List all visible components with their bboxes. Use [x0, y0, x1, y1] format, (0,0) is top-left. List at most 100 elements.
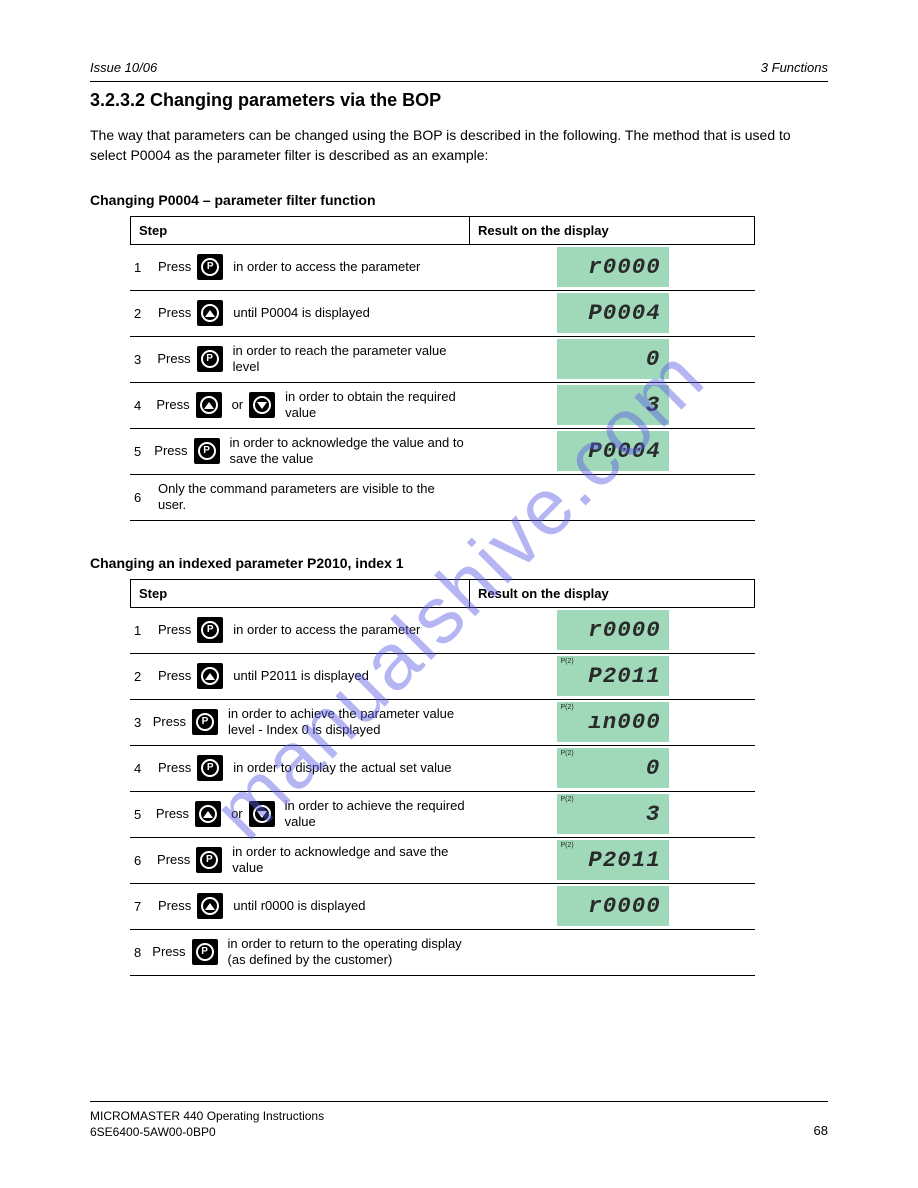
lcd-display: P(2)P2011	[557, 656, 669, 696]
lcd-superscript: P(2)	[561, 704, 574, 711]
step-text: Press	[154, 898, 191, 914]
p-button-icon: P	[197, 346, 223, 372]
example2-title: Changing an indexed parameter P2010, ind…	[90, 555, 828, 571]
up-button-icon	[197, 300, 223, 326]
example1-title: Changing P0004 – parameter filter functi…	[90, 192, 828, 208]
step-text: or	[227, 806, 243, 822]
p-button-icon: P	[192, 709, 218, 735]
p-button-icon: P	[192, 939, 218, 965]
step-text: Press	[154, 259, 191, 275]
step-number: 3	[134, 715, 143, 730]
table-row: 7 Press until r0000 is displayed r0000	[130, 884, 755, 930]
table-row: 6 Press Pin order to acknowledge and save …	[130, 838, 755, 884]
step-text: Press	[154, 622, 191, 638]
step-number: 4	[134, 761, 148, 776]
header-right: 3 Functions	[761, 60, 828, 75]
step-text: in order to reach the parameter value le…	[229, 343, 466, 376]
example1-table: Step Result on the display 1 Press Pin ord…	[130, 216, 755, 521]
step-text: in order to access the parameter	[229, 259, 420, 275]
col-result: Result on the display	[470, 580, 755, 607]
footer-line2: 6SE6400-5AW00-0BP0	[90, 1124, 324, 1140]
up-button-icon	[197, 893, 223, 919]
footer-line1: MICROMASTER 440 Operating Instructions	[90, 1108, 324, 1124]
step-text: in order to acknowledge and save the val…	[228, 844, 466, 877]
lcd-value: 3	[646, 393, 660, 418]
step-text: in order to return to the operating disp…	[224, 936, 466, 969]
col-step: Step	[130, 217, 470, 244]
lcd-value: r0000	[589, 894, 661, 919]
p-button-icon: P	[197, 254, 223, 280]
step-text: or	[228, 397, 244, 413]
step-number: 5	[134, 444, 144, 459]
table-row: 1 Press Pin order to access the parameter r…	[130, 608, 755, 654]
table-row: 2 Press until P2011 is displayed P(2)P2011	[130, 654, 755, 700]
step-number: 6	[134, 490, 148, 505]
lcd-display: P(2) ın000	[557, 702, 669, 742]
lcd-display: 0	[557, 339, 669, 379]
step-text: Press	[154, 760, 191, 776]
up-button-icon	[197, 663, 223, 689]
section-intro: The way that parameters can be changed u…	[90, 125, 828, 166]
step-number: 5	[134, 807, 146, 822]
step-text: until r0000 is displayed	[229, 898, 365, 914]
up-button-icon	[196, 392, 222, 418]
section-heading: 3.2.3.2 Changing parameters via the BOP	[90, 90, 828, 111]
step-text: in order to achieve the parameter value …	[224, 706, 466, 739]
lcd-superscript: P(2)	[561, 842, 574, 849]
step-text: Press	[153, 852, 190, 868]
step-number: 4	[134, 398, 146, 413]
lcd-display: P0004	[557, 431, 669, 471]
step-text: Press	[153, 351, 190, 367]
table-row: 6 Only the command parameters are visible…	[130, 475, 755, 521]
example2-table: Step Result on the display 1 Press Pin ord…	[130, 579, 755, 976]
lcd-superscript: P(2)	[561, 796, 574, 803]
lcd-display: P(2) 3	[557, 794, 669, 834]
step-text: Press	[154, 305, 191, 321]
table-row: 5 Press or in order to achieve the required…	[130, 792, 755, 838]
lcd-display: r0000	[557, 886, 669, 926]
p-button-icon: P	[197, 617, 223, 643]
step-text: in order to display the actual set value	[229, 760, 451, 776]
lcd-superscript: P(2)	[561, 658, 574, 665]
step-number: 8	[134, 945, 142, 960]
step-text: until P2011 is displayed	[229, 668, 369, 684]
up-button-icon	[195, 801, 221, 827]
p-button-icon: P	[194, 438, 220, 464]
p-button-icon: P	[197, 755, 223, 781]
table-row: 3PressPin order to reach the parameter v…	[130, 337, 755, 383]
step-text: Only the command parameters are visible …	[154, 481, 466, 514]
table-row: 4 Press Pin order to display the actual se…	[130, 746, 755, 792]
table-row: 3PressPin order to achieve the parameter…	[130, 700, 755, 746]
down-button-icon	[249, 392, 275, 418]
lcd-display: P0004	[557, 293, 669, 333]
step-number: 6	[134, 853, 147, 868]
lcd-display: 3	[557, 385, 669, 425]
lcd-display: P(2) P2011	[557, 840, 669, 880]
table-row: 1 Press Pin order to access the parameter r…	[130, 245, 755, 291]
col-step: Step	[130, 580, 470, 607]
lcd-display: r0000	[557, 247, 669, 287]
table-row: 2Pressuntil P0004 is displayedP0004	[130, 291, 755, 337]
step-text: Press	[154, 668, 191, 684]
step-number: 7	[134, 899, 148, 914]
down-button-icon	[249, 801, 275, 827]
step-text: in order to achieve the required value	[281, 798, 466, 831]
lcd-display: r0000	[557, 610, 669, 650]
lcd-value: 0	[646, 347, 660, 372]
step-number: 1	[134, 623, 148, 638]
lcd-value: 3	[646, 802, 660, 827]
lcd-value: ın000	[589, 710, 661, 735]
step-number: 2	[134, 669, 148, 684]
step-text: in order to access the parameter	[229, 622, 420, 638]
lcd-value: P2011	[589, 848, 661, 873]
lcd-value: r0000	[589, 255, 661, 280]
step-number: 1	[134, 260, 148, 275]
step-text: until P0004 is displayed	[229, 305, 370, 321]
step-text: Press	[148, 944, 185, 960]
page-header: Issue 10/06 3 Functions	[90, 60, 828, 82]
step-text: Press	[152, 806, 189, 822]
lcd-value: 0	[646, 756, 660, 781]
lcd-value: r0000	[589, 618, 661, 643]
p-button-icon: P	[196, 847, 222, 873]
col-result: Result on the display	[470, 217, 755, 244]
